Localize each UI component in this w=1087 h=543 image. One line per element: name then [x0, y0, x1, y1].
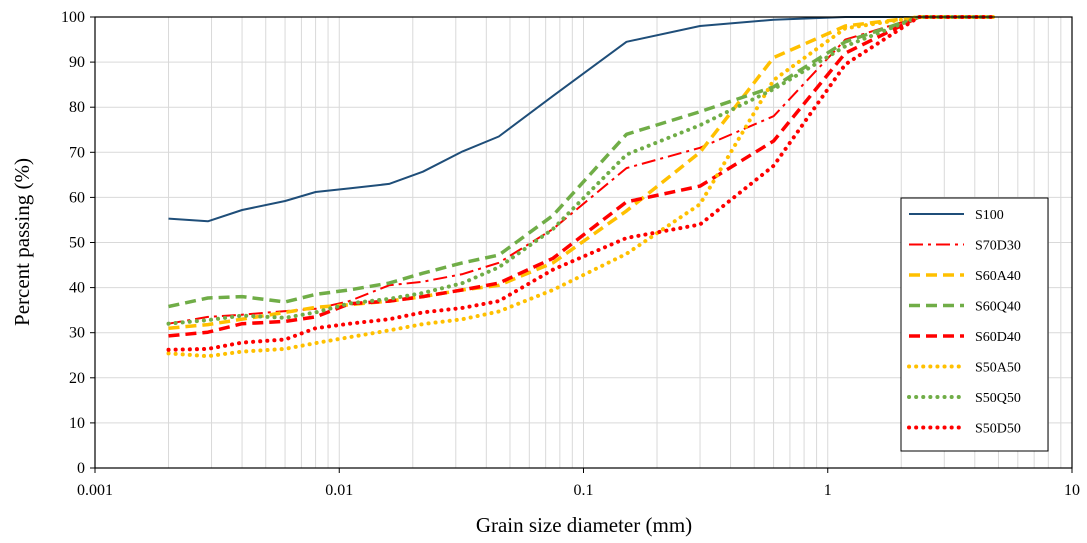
- x-tick-label: 1: [824, 482, 832, 499]
- series-line-s70d30: [168, 16, 993, 325]
- series-line-s60a40: [168, 15, 993, 330]
- y-tick-label: 50: [69, 235, 85, 252]
- x-axis-title: Grain size diameter (mm): [476, 513, 692, 537]
- legend-label-s60a40: S60A40: [975, 269, 1021, 284]
- y-tick-label: 40: [69, 280, 85, 297]
- series-line-s60q40: [168, 15, 993, 309]
- x-tick-label: 0.001: [77, 482, 113, 499]
- x-tick-labels: 0.001 0.01 0.1 1 10: [77, 482, 1080, 499]
- legend: S100 S70D30 S60A40 S60Q40 S60D40 S50A50 S50Q50…: [900, 197, 1049, 452]
- series-line-s50a50: [166, 15, 995, 359]
- y-tick-label: 100: [61, 9, 85, 26]
- series-line-s50q50: [166, 15, 995, 326]
- y-tick-label: 0: [77, 460, 85, 477]
- x-tick-label: 0.1: [574, 482, 594, 499]
- y-axis-title: Percent passing (%): [10, 158, 34, 326]
- y-tick-label: 30: [69, 325, 85, 342]
- legend-label-s60q40: S60Q40: [975, 300, 1021, 315]
- series-layer: [166, 15, 995, 359]
- y-tick-label: 10: [69, 415, 85, 432]
- series-line-s50d50: [166, 15, 995, 352]
- legend-label-s100: S100: [975, 208, 1004, 223]
- series-line-s60d40: [168, 15, 993, 338]
- y-tick-label: 70: [69, 144, 85, 161]
- legend-label-s50a50: S50A50: [975, 361, 1021, 376]
- series-line-s100: [168, 16, 993, 223]
- legend-label-s50d50: S50D50: [975, 422, 1021, 437]
- y-tick-labels: 0 10 20 30 40 50 60 70 80 90 100: [61, 9, 85, 477]
- x-tick-label: 0.01: [325, 482, 353, 499]
- legend-label-s50q50: S50Q50: [975, 391, 1021, 406]
- y-tick-label: 80: [69, 99, 85, 116]
- x-tick-label: 10: [1064, 482, 1080, 499]
- y-tick-label: 90: [69, 54, 85, 71]
- legend-box: [900, 197, 1049, 452]
- y-tick-label: 60: [69, 189, 85, 206]
- axis-ticks: [90, 16, 1073, 473]
- legend-label-s60d40: S60D40: [975, 330, 1021, 345]
- legend-label-s70d30: S70D30: [975, 239, 1021, 254]
- y-tick-label: 20: [69, 370, 85, 387]
